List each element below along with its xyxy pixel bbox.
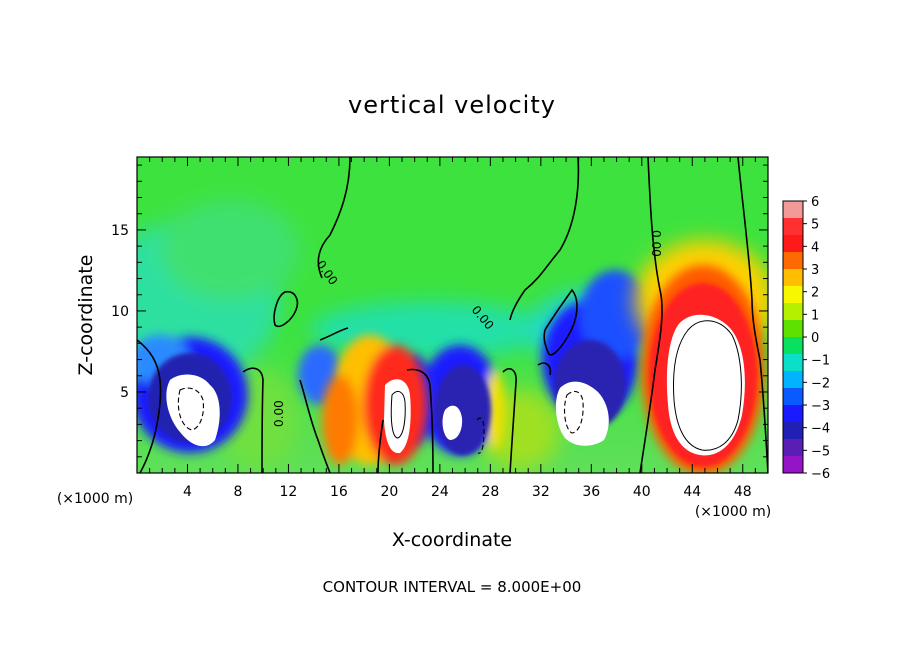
colorbar-swatch xyxy=(783,320,803,338)
z-unit-label: (×1000 m) xyxy=(695,504,771,520)
x-tick-label: 16 xyxy=(330,484,348,500)
contour-interval-note: CONTOUR INTERVAL = 8.000E+00 xyxy=(323,578,582,596)
y-tick-label: 10 xyxy=(111,304,129,320)
colorbar-tick-label: 6 xyxy=(811,195,819,210)
x-tick-label: 32 xyxy=(532,484,550,500)
colorbar-tick-label: 1 xyxy=(811,308,819,323)
colorbar-tick-label: −6 xyxy=(811,467,830,482)
colorbar: 6 5 4 3 2 1 0 −1 −2 −3 −4 −5 −6 xyxy=(782,195,830,482)
colorbar-swatch xyxy=(783,354,803,372)
colorbar-swatch xyxy=(783,337,803,355)
contour-labels: 0.00 0.00 0.00 0.00 xyxy=(272,230,663,427)
colorbar-tick-label: −3 xyxy=(811,399,830,414)
colorbar-labels: 6 5 4 3 2 1 0 −1 −2 −3 −4 −5 −6 xyxy=(803,195,830,482)
colorbar-swatch xyxy=(783,439,803,457)
colorbar-tick-label: −4 xyxy=(811,422,830,437)
y-axis-label: Z-coordinate xyxy=(75,255,97,376)
colorbar-swatch xyxy=(783,269,803,287)
x-tick-label: 20 xyxy=(380,484,398,500)
contour-label: 0.00 xyxy=(649,230,663,257)
colorbar-swatch xyxy=(783,456,803,474)
y-tick-labels: 5 10 15 xyxy=(111,223,129,401)
colorbar-swatch xyxy=(783,252,803,270)
colorbar-swatch xyxy=(783,371,803,389)
colorbar-swatches xyxy=(783,201,803,474)
colorbar-swatch xyxy=(783,388,803,406)
colorbar-tick-label: −5 xyxy=(811,444,830,459)
axis-ticks xyxy=(137,157,768,473)
x-tick-label: 40 xyxy=(633,484,651,500)
colorbar-swatch xyxy=(783,201,803,219)
x-tick-label: 24 xyxy=(431,484,449,500)
colorbar-swatch xyxy=(783,286,803,304)
x-tick-label: 44 xyxy=(683,484,701,500)
colorbar-swatch xyxy=(783,235,803,253)
x-tick-label: 4 xyxy=(183,484,192,500)
x-tick-label: 12 xyxy=(280,484,298,500)
plot-area xyxy=(137,157,768,473)
colorbar-tick-label: 3 xyxy=(811,263,819,278)
chart-title: vertical velocity xyxy=(348,91,556,119)
colorbar-tick-label: 4 xyxy=(811,240,819,255)
colorbar-swatch xyxy=(783,218,803,236)
x-tick-label: 28 xyxy=(481,484,499,500)
x-tick-label: 36 xyxy=(582,484,600,500)
colorbar-tick-label: −1 xyxy=(811,354,830,369)
colorbar-tick-label: −2 xyxy=(811,376,830,391)
colorbar-tick-label: 2 xyxy=(811,286,819,301)
x-tick-label: 8 xyxy=(233,484,242,500)
colorbar-swatch xyxy=(783,405,803,423)
y-tick-label: 15 xyxy=(111,223,129,239)
colorbar-swatch xyxy=(783,422,803,440)
contour-label: 0.00 xyxy=(272,400,286,427)
x-tick-label: 48 xyxy=(734,484,752,500)
colorbar-swatch xyxy=(783,303,803,321)
colorbar-tick-label: 0 xyxy=(811,331,819,346)
x-tick-labels: 4 8 12 16 20 24 28 32 36 40 44 48 xyxy=(183,484,752,500)
x-axis-label: X-coordinate xyxy=(392,529,512,551)
x-unit-label: (×1000 m) xyxy=(57,491,133,507)
y-tick-label: 5 xyxy=(120,385,129,401)
colorbar-tick-label: 5 xyxy=(811,218,819,233)
